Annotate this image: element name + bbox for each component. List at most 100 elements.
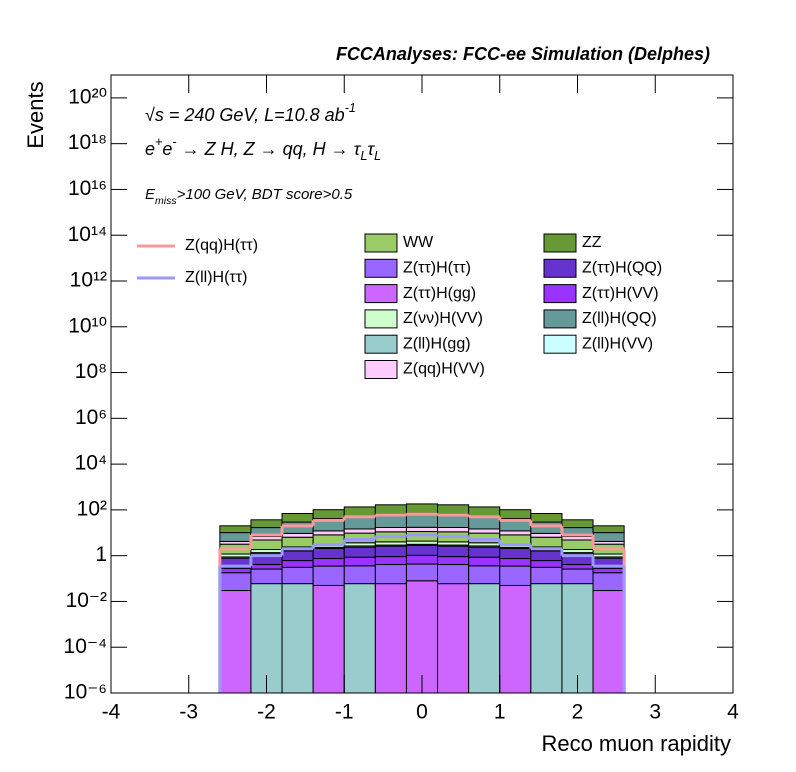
annotation-part: miss	[155, 195, 177, 207]
legend-swatch	[543, 233, 577, 253]
stack-segment	[281, 532, 314, 538]
annotation-part: >100 GeV, BDT score>0.5	[177, 186, 353, 203]
stack-segment	[499, 558, 532, 567]
y-tick-label: 10²	[77, 497, 107, 520]
x-axis-label: Reco muon rapidity	[541, 731, 731, 756]
stack-segment	[561, 519, 594, 529]
stack-segment	[281, 550, 314, 562]
x-tick-label: 0	[416, 701, 428, 724]
annotation-part: -1	[345, 101, 356, 115]
stack-segment	[343, 546, 376, 558]
stack-segment	[468, 556, 501, 567]
legend-label: Z(ττ)H(ττ)	[403, 260, 471, 277]
stack-segment	[437, 526, 470, 533]
y-axis-label: Events	[23, 81, 48, 148]
stack-segment	[499, 565, 532, 586]
legend-label: Z(ll)H(VV)	[582, 335, 653, 352]
stack-segment	[374, 504, 407, 515]
stack-segment	[405, 544, 439, 556]
stack-segment	[499, 509, 532, 519]
annotation: Emiss>100 GeV, BDT score>0.5	[145, 186, 353, 207]
stack-segment	[405, 526, 439, 533]
stack-segment	[281, 566, 314, 585]
legend-swatch	[543, 334, 577, 354]
stack-segment	[219, 532, 252, 542]
stack-segment	[312, 548, 345, 560]
stack-segment	[219, 590, 252, 694]
stack-segment	[530, 560, 563, 568]
y-tick-label: 10⁶	[75, 406, 107, 429]
stack-segment	[530, 536, 563, 548]
legend-label: Z(ττ)H(gg)	[403, 285, 476, 302]
stack-segment	[281, 536, 314, 548]
legend-label: Z(qq)H(ττ)	[185, 237, 258, 254]
stack-segment	[281, 513, 314, 523]
stack-segment	[530, 566, 563, 585]
stack-segment	[374, 556, 407, 566]
x-tick-label: -3	[179, 701, 198, 724]
x-tick-label: 1	[494, 701, 506, 724]
legend-label: Z(ll)H(ττ)	[185, 269, 247, 286]
legend-swatch	[364, 233, 398, 253]
stack-segment	[281, 583, 314, 694]
stack-segment	[312, 534, 345, 545]
stack-segment	[219, 525, 252, 534]
stack-segment	[250, 519, 283, 529]
stack-segment	[250, 539, 283, 550]
stack-segment	[499, 530, 532, 536]
stack-segment	[374, 583, 407, 694]
stack-segment	[437, 583, 470, 694]
y-tick-label: 10⁸	[75, 360, 107, 383]
legend-swatch	[543, 309, 577, 329]
annotation-part: e	[145, 139, 155, 159]
stack-segment	[250, 536, 283, 541]
legend-label: Z(ττ)H(VV)	[582, 285, 659, 302]
stack-segment	[405, 554, 439, 565]
y-tick-label: 10²⁰	[68, 85, 107, 108]
stack-segment	[343, 565, 376, 585]
legend-swatch	[543, 258, 577, 278]
stack-segment	[312, 530, 345, 536]
y-tick-label: 10¹⁴	[68, 223, 107, 246]
stack-segment	[343, 583, 376, 694]
stack-segment	[561, 536, 594, 541]
x-tick-label: 4	[727, 701, 739, 724]
annotation-part: L	[360, 149, 367, 163]
stack-segment	[374, 545, 407, 558]
legend-swatch	[364, 334, 398, 354]
x-tick-label: -1	[335, 701, 354, 724]
stack-segment	[343, 506, 376, 517]
x-tick-label: -4	[102, 701, 121, 724]
y-tick-label: 10⁴	[75, 452, 107, 475]
y-tick-label: 10¹²	[70, 269, 107, 292]
annotation-part: √s = 240 GeV, L=10.8 ab	[145, 105, 345, 125]
legend-swatch	[364, 309, 398, 329]
stack-segment	[250, 583, 283, 694]
stack-segment	[530, 532, 563, 538]
stack-segment	[592, 572, 625, 592]
stack-segment	[374, 564, 407, 585]
stack-segment	[499, 534, 532, 545]
stack-segment	[374, 526, 407, 533]
stack-segment	[530, 513, 563, 523]
stack-segment	[468, 506, 501, 517]
legend-swatch	[364, 284, 398, 304]
stack-segment	[437, 545, 470, 558]
y-tick-label: 10⁻²	[66, 589, 107, 612]
stack-segment	[312, 565, 345, 586]
stack-segment	[530, 550, 563, 562]
stack-segment	[343, 556, 376, 567]
x-tick-label: -2	[257, 701, 276, 724]
stack-segment	[561, 564, 594, 570]
stack-segment	[468, 565, 501, 585]
y-tick-label: 10¹⁶	[68, 177, 107, 200]
stack-segment	[405, 503, 439, 514]
stack-segment	[219, 572, 252, 592]
annotation-part: e	[162, 139, 172, 159]
stack-segment	[437, 564, 470, 585]
legend-swatch	[543, 284, 577, 304]
stack-segment	[468, 528, 501, 534]
stack-segment	[530, 583, 563, 694]
annotation-part: → Z H, Z → qq, H → τ	[177, 139, 362, 159]
